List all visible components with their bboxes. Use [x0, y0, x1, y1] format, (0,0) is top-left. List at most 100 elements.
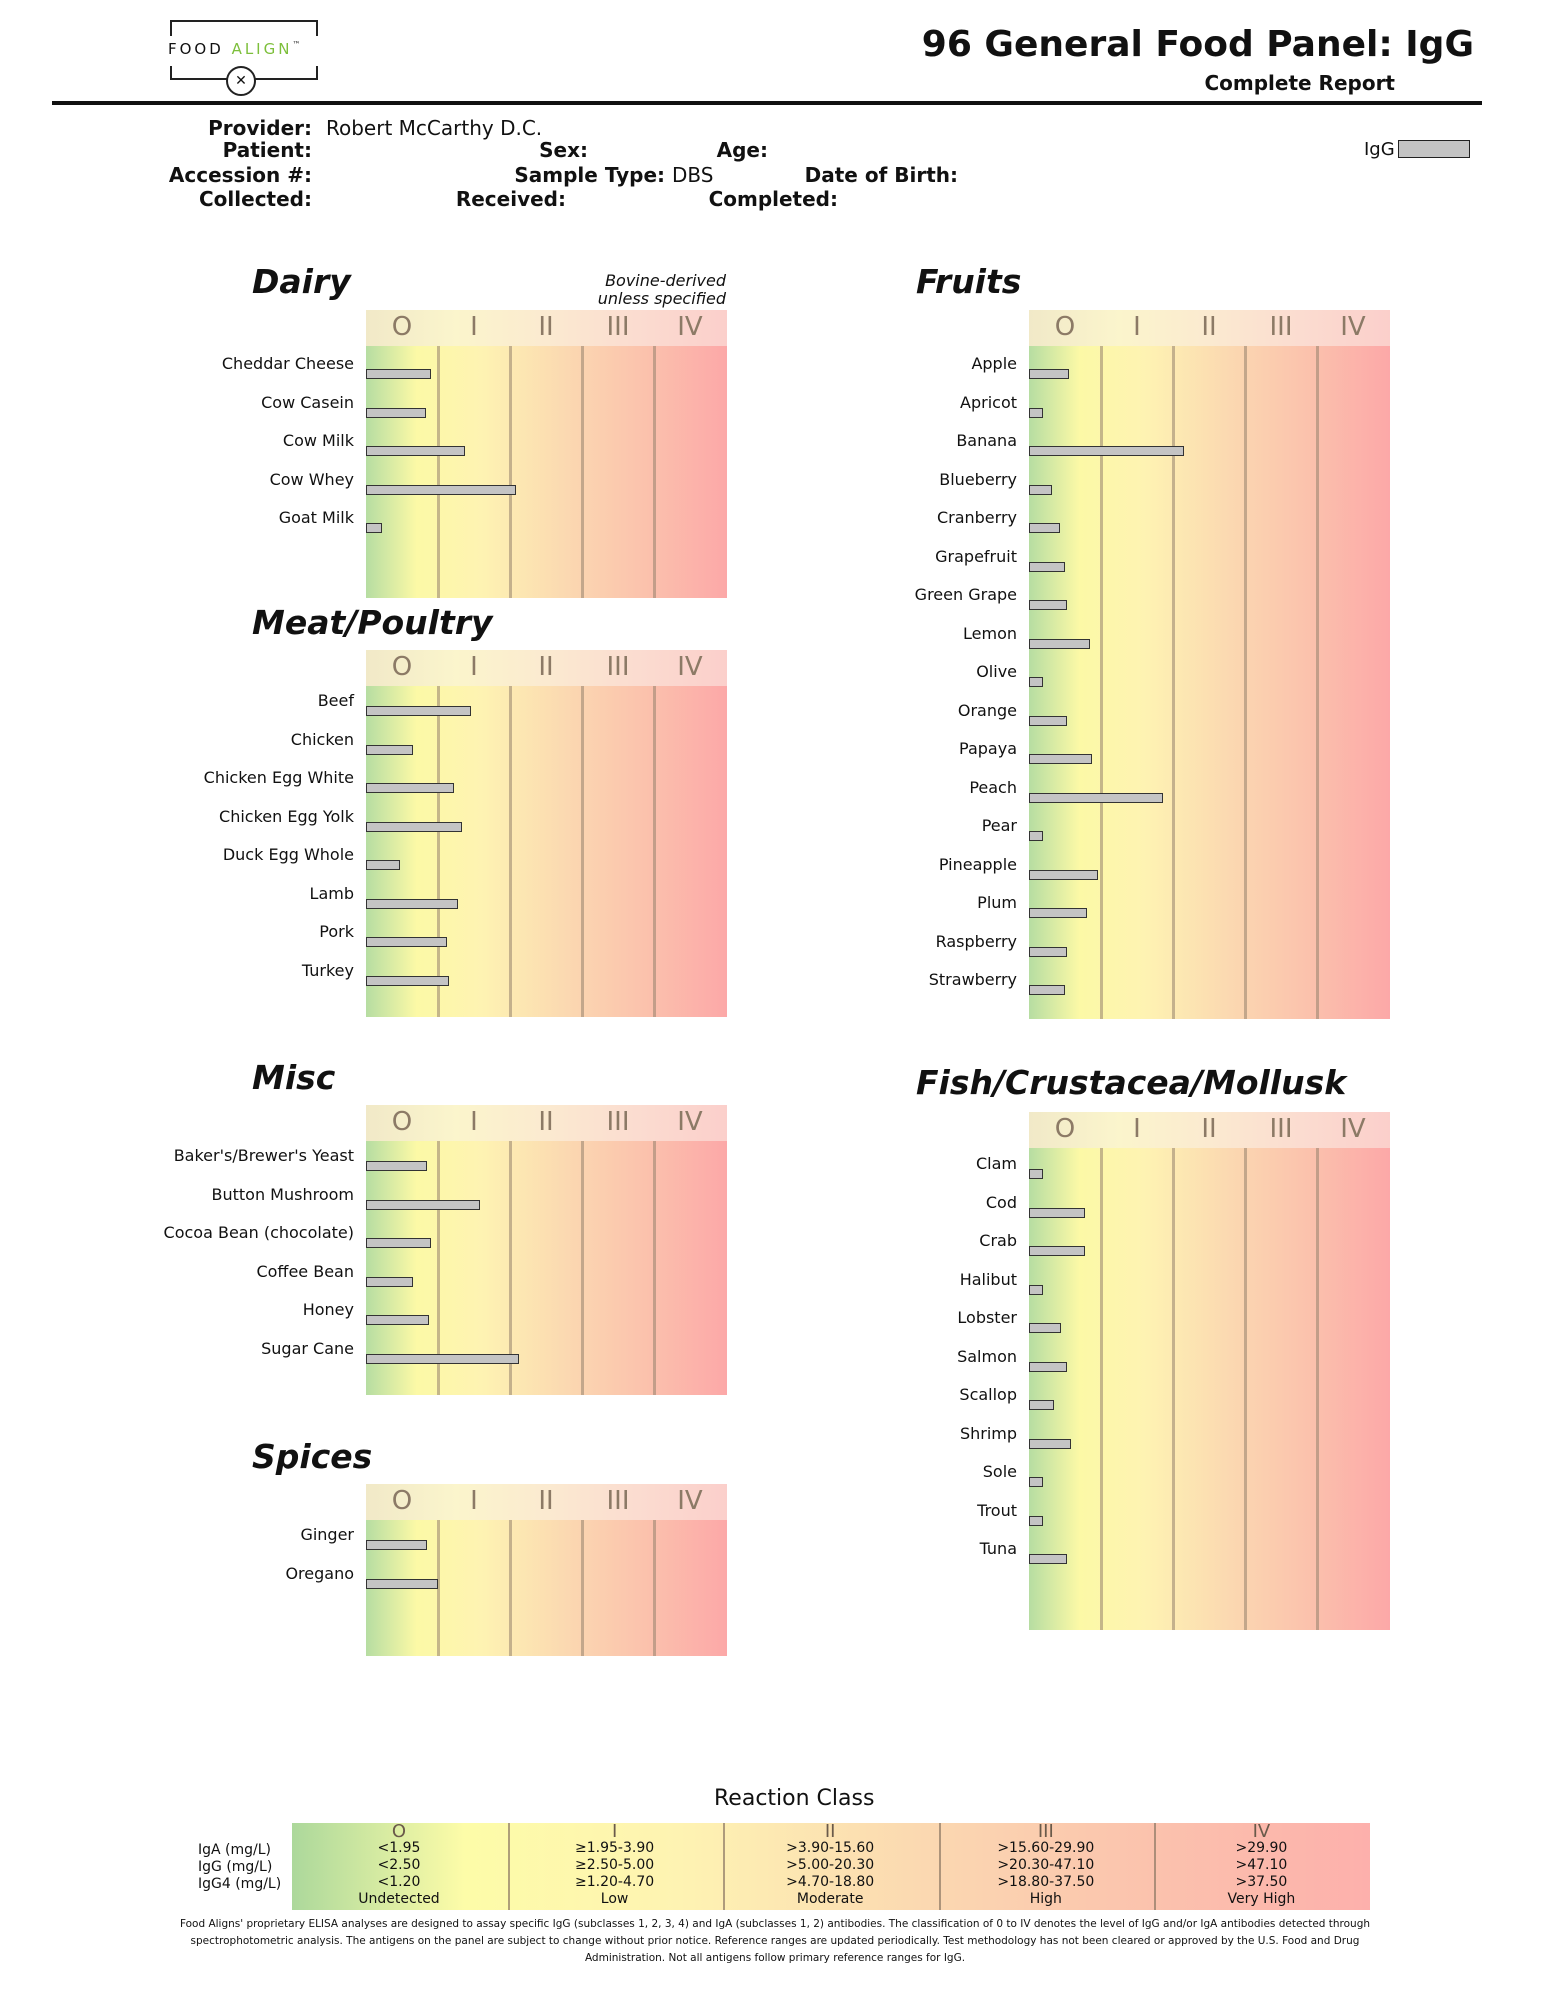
panel-header: O I II III IV [1029, 310, 1390, 346]
class-label-o: O [391, 312, 413, 342]
collected-label: Collected: [199, 187, 312, 211]
food-label: Banana [956, 431, 1017, 450]
result-bar [366, 369, 431, 379]
class-divider [1316, 1148, 1319, 1630]
class-label-i: I [470, 652, 478, 682]
sex-label: Sex: [539, 138, 588, 162]
food-label: Orange [957, 700, 1017, 720]
class-divider [1172, 346, 1175, 1019]
logo-word-food: FOOD [168, 40, 232, 58]
class-label-o: O [391, 1486, 413, 1516]
panel-header: O I II III IV [366, 650, 727, 686]
class-divider [509, 1520, 512, 1656]
class-label-o: O [1054, 1114, 1076, 1144]
section-title-misc: Misc [252, 1058, 336, 1097]
logo-word-align: ALIGN [231, 40, 293, 58]
result-bar [366, 706, 471, 716]
result-bar [366, 937, 447, 947]
result-bar [1029, 908, 1087, 918]
report-subtitle: Complete Report [1204, 71, 1395, 95]
result-bar [1029, 1169, 1043, 1179]
sample-type-label: Sample Type: [514, 163, 665, 187]
result-bar [1029, 1515, 1043, 1526]
food-label: Chicken Egg White [203, 768, 354, 787]
class-divider [581, 686, 584, 1017]
result-bar [1029, 985, 1065, 995]
food-label: Cocoa Bean (chocolate) [163, 1223, 354, 1242]
result-bar [1029, 1361, 1067, 1372]
panel-body [366, 346, 727, 598]
food-label: Crab [979, 1231, 1017, 1250]
food-label: Grapefruit [935, 546, 1017, 566]
class-divider [1100, 1148, 1103, 1630]
class-label-o: O [391, 652, 413, 682]
patient-label: Patient: [222, 138, 312, 162]
section-note-dairy: Bovine-derived unless specified [597, 271, 726, 308]
food-label: Cod [985, 1192, 1017, 1212]
result-bar [366, 860, 400, 870]
food-label: Tuna [979, 1539, 1017, 1558]
class-label-i: I [1133, 312, 1141, 342]
accession-label: Accession #: [168, 163, 312, 187]
panel-body [1029, 1148, 1390, 1630]
provider-label: Provider: [208, 116, 312, 140]
food-label: Raspberry [935, 931, 1017, 951]
food-label: Sugar Cane [261, 1338, 354, 1358]
reaction-class-iv: IV >29.90 >47.10 >37.50 Very High [1227, 1821, 1296, 1908]
food-label: Trout [977, 1500, 1017, 1520]
class-divider [581, 1520, 584, 1656]
class-divider [653, 1141, 656, 1395]
completed-label: Completed: [708, 187, 838, 211]
class-divider [1244, 346, 1247, 1019]
result-bar [366, 975, 449, 986]
result-bar [1029, 831, 1043, 841]
class-label-ii: II [1201, 312, 1217, 342]
food-label: Sole [982, 1462, 1017, 1481]
food-label: Lobster [957, 1308, 1017, 1327]
provider-value: Robert McCarthy D.C. [326, 116, 543, 140]
result-bar [1029, 369, 1069, 379]
food-label: Pork [319, 922, 354, 941]
result-bar [1029, 1323, 1061, 1333]
class-label-i: I [470, 1486, 478, 1516]
section-title-meat: Meat/Poultry [252, 603, 493, 642]
class-divider [1316, 346, 1319, 1019]
result-bar [366, 484, 516, 495]
food-label: Apple [971, 354, 1017, 373]
class-label-ii: II [538, 1486, 554, 1516]
food-label: Chicken [290, 729, 354, 749]
class-label-iv: IV [677, 1486, 703, 1516]
result-bar [366, 783, 454, 793]
result-bar [1029, 1284, 1043, 1295]
disclaimer-footnote: Food Aligns' proprietary ELISA analyses … [179, 1918, 1371, 1964]
result-bar [1029, 1438, 1071, 1449]
fork-knife-icon: ✕ [226, 66, 256, 96]
reaction-class-o: O <1.95 <2.50 <1.20 Undetected [358, 1821, 440, 1908]
class-label-iii: III [606, 652, 630, 682]
food-label: Green Grape [914, 585, 1017, 604]
food-label: Shrimp [959, 1423, 1017, 1443]
report-title: 96 General Food Panel: IgG [921, 24, 1474, 65]
class-label-iv: IV [677, 312, 703, 342]
reaction-class-i: I ≥1.95-3.90 ≥2.50-5.00 ≥1.20-4.70 Low [575, 1821, 655, 1908]
class-label-i: I [470, 1107, 478, 1137]
food-label: Blueberry [939, 469, 1017, 489]
reaction-panel-fruits: O I II III IV [1029, 310, 1390, 1019]
result-bar [1029, 1207, 1085, 1218]
food-label: Button Mushroom [211, 1184, 355, 1204]
class-divider [437, 1520, 440, 1656]
class-label-iv: IV [677, 1107, 703, 1137]
class-label-ii: II [538, 1107, 554, 1137]
food-label: Cheddar Cheese [221, 354, 354, 373]
food-label: Honey [302, 1300, 354, 1319]
class-divider [653, 1520, 656, 1656]
food-label: Pineapple [938, 854, 1017, 874]
food-label: Halibut [959, 1269, 1017, 1289]
class-label-ii: II [538, 652, 554, 682]
class-label-iv: IV [1340, 312, 1366, 342]
class-label-o: O [1054, 312, 1076, 342]
food-label: Scallop [959, 1385, 1017, 1404]
class-label-i: I [470, 312, 478, 342]
class-divider [437, 346, 440, 598]
class-label-iv: IV [677, 652, 703, 682]
